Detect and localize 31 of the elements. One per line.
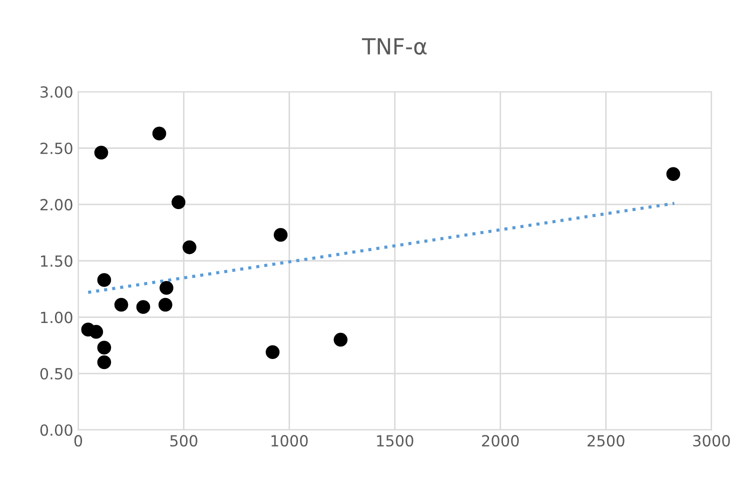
- point: [182, 240, 196, 254]
- point: [158, 298, 172, 312]
- point: [94, 146, 108, 160]
- y-tick-label: 0.50: [40, 368, 72, 380]
- point: [97, 355, 112, 370]
- point: [172, 195, 186, 210]
- y-tick-label: 3.00: [40, 86, 72, 98]
- point: [666, 167, 680, 181]
- point: [89, 324, 104, 339]
- x-tick-label: 1000: [272, 435, 308, 447]
- y-tick-label: 2.00: [40, 198, 72, 210]
- x-tick-label: 0: [74, 435, 82, 447]
- point: [97, 340, 112, 355]
- point: [97, 273, 112, 287]
- y-tick-label: 0.00: [40, 424, 72, 436]
- x-tick-label: 2000: [482, 435, 519, 447]
- x-tick-label: 3000: [693, 435, 730, 447]
- x-tick-label: 500: [170, 435, 198, 447]
- x-tick-label: 2500: [588, 435, 624, 447]
- point: [152, 126, 166, 140]
- y-tick-label: 1.50: [41, 255, 72, 267]
- x-tick-label: 1500: [377, 435, 414, 447]
- point: [160, 280, 174, 295]
- point: [274, 228, 288, 242]
- point: [266, 345, 280, 360]
- chart-title: TNF-α: [362, 38, 427, 55]
- point: [136, 300, 150, 314]
- y-tick-label: 1.00: [41, 312, 72, 324]
- point: [334, 332, 348, 347]
- point: [114, 298, 128, 312]
- y-tick-label: 2.50: [40, 142, 72, 154]
